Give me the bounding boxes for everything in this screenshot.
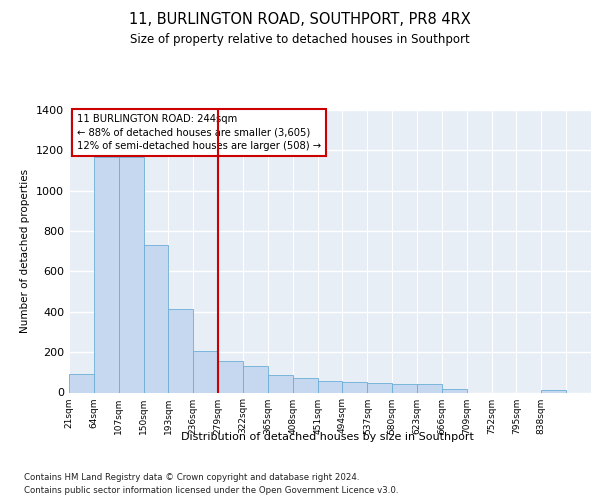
Text: Contains HM Land Registry data © Crown copyright and database right 2024.: Contains HM Land Registry data © Crown c… xyxy=(24,472,359,482)
Bar xyxy=(268,376,293,392)
Bar xyxy=(392,384,417,392)
Bar xyxy=(143,245,169,392)
Bar xyxy=(293,378,317,392)
Bar xyxy=(343,382,367,392)
Bar xyxy=(317,382,343,392)
Bar xyxy=(417,384,442,392)
Bar xyxy=(218,361,243,392)
Bar xyxy=(94,158,119,392)
Bar xyxy=(119,158,143,392)
Y-axis label: Number of detached properties: Number of detached properties xyxy=(20,169,31,334)
Text: Size of property relative to detached houses in Southport: Size of property relative to detached ho… xyxy=(130,32,470,46)
Text: 11, BURLINGTON ROAD, SOUTHPORT, PR8 4RX: 11, BURLINGTON ROAD, SOUTHPORT, PR8 4RX xyxy=(129,12,471,28)
Bar xyxy=(193,351,218,393)
Text: 11 BURLINGTON ROAD: 244sqm
← 88% of detached houses are smaller (3,605)
12% of s: 11 BURLINGTON ROAD: 244sqm ← 88% of deta… xyxy=(77,114,321,150)
Bar xyxy=(243,366,268,392)
Bar xyxy=(69,374,94,392)
Bar xyxy=(541,390,566,392)
Bar xyxy=(442,390,467,392)
Bar xyxy=(169,309,193,392)
Text: Contains public sector information licensed under the Open Government Licence v3: Contains public sector information licen… xyxy=(24,486,398,495)
Bar xyxy=(367,384,392,392)
Text: Distribution of detached houses by size in Southport: Distribution of detached houses by size … xyxy=(181,432,473,442)
